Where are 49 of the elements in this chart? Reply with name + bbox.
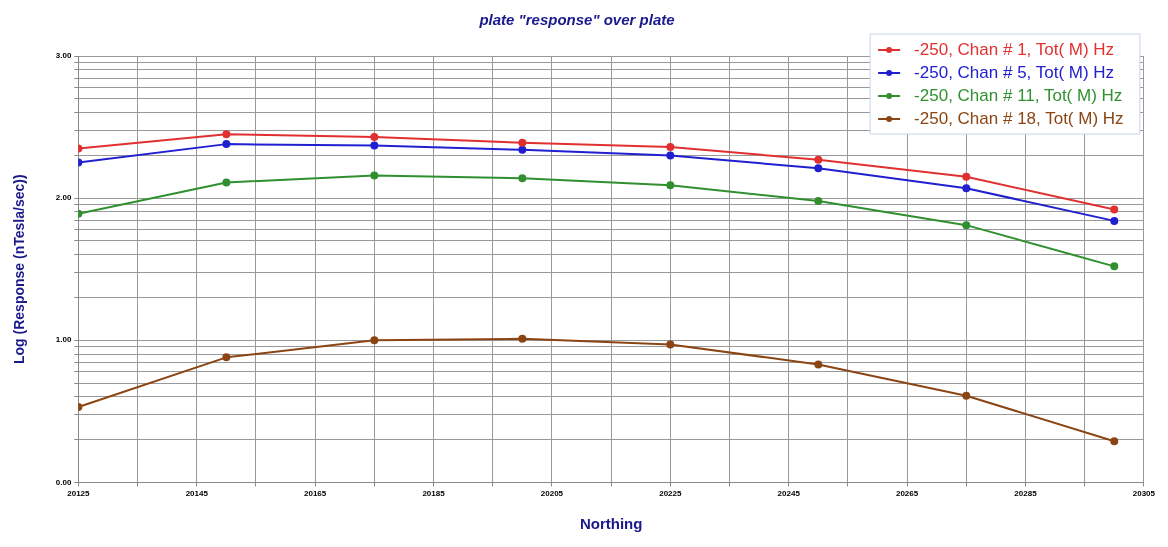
point (518, 138, 527, 147)
x-tick-label: 20225 (659, 489, 682, 499)
x-tick-label: 20285 (1014, 489, 1038, 499)
y-tick-label: 0.00 (55, 477, 72, 487)
point (222, 140, 231, 149)
x-tick-label: 20125 (67, 489, 91, 499)
point (222, 130, 231, 139)
point (666, 142, 675, 151)
point (666, 340, 675, 349)
point (814, 360, 823, 369)
point (814, 155, 823, 164)
point (1110, 216, 1119, 225)
x-tick-label: 20205 (540, 489, 564, 499)
point (666, 151, 675, 160)
x-axis-title: Northing (579, 515, 643, 533)
x-tick-label: 20265 (895, 489, 919, 499)
point (370, 141, 379, 150)
point (814, 196, 823, 205)
point (370, 171, 379, 180)
y-tick-label: 3.00 (55, 51, 72, 61)
x-tick-label: 20245 (777, 489, 801, 499)
point (962, 391, 971, 400)
chart-title: plate "response" over plate (478, 11, 675, 29)
legend-label: -250, Chan # 1, Tot( M) Hz (914, 39, 1115, 59)
y-tick-label: 2.00 (55, 193, 72, 203)
point (222, 353, 231, 362)
legend-label: -250, Chan # 5, Tot( M) Hz (914, 62, 1115, 82)
point (1110, 437, 1119, 446)
point (814, 164, 823, 173)
point (962, 221, 971, 230)
legend-label: -250, Chan # 11, Tot( M) Hz (914, 85, 1123, 105)
point (1110, 262, 1119, 271)
y-axis-title: Log (Response (nTesla/sec)) (11, 174, 28, 364)
point (222, 178, 231, 187)
point (370, 133, 379, 142)
point (370, 336, 379, 345)
point (518, 145, 527, 154)
point (518, 334, 527, 343)
x-tick-label: 20185 (422, 489, 446, 499)
x-tick-label: 20305 (1132, 489, 1156, 499)
legend-label: -250, Chan # 18, Tot( M) Hz (914, 108, 1124, 128)
x-tick-label: 20165 (304, 489, 327, 499)
point (666, 181, 675, 190)
point (962, 184, 971, 193)
point (1110, 205, 1119, 214)
y-tick-label: 1.00 (55, 335, 72, 345)
x-tick-label: 20145 (185, 489, 209, 499)
point (962, 172, 971, 181)
point (518, 174, 527, 183)
